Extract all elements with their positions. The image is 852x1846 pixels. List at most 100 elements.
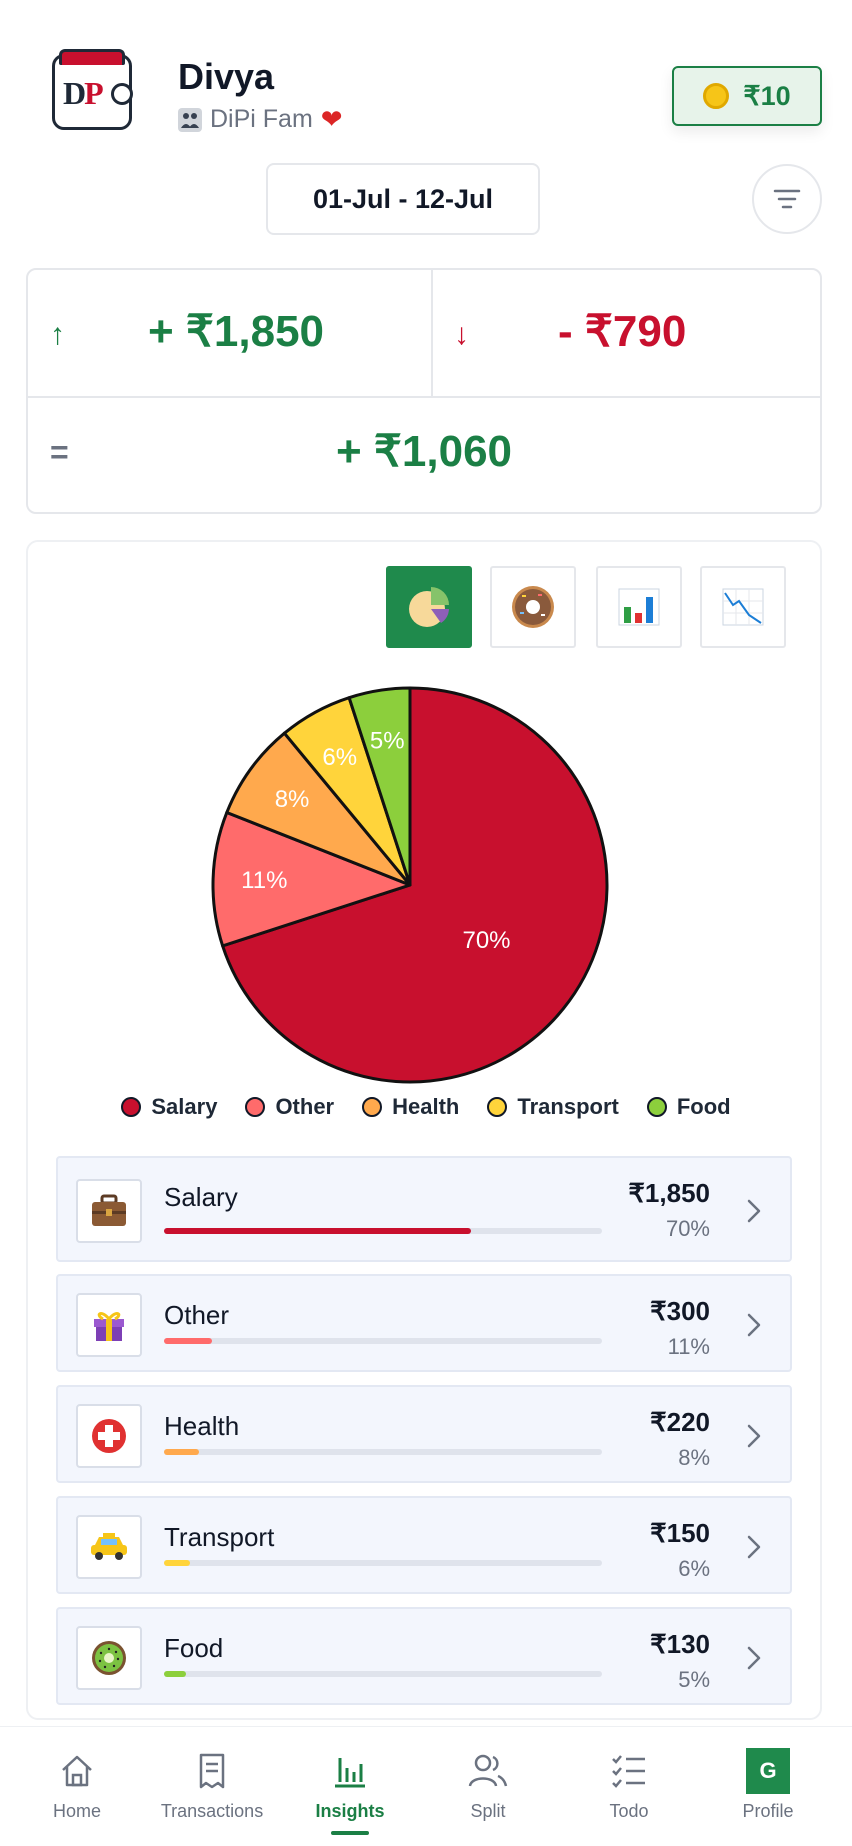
gift-icon — [76, 1293, 142, 1357]
legend-swatch — [245, 1097, 266, 1117]
chevron-right-icon — [747, 1424, 761, 1448]
heart-icon: ❤ — [320, 104, 343, 134]
legend-label: Salary — [151, 1094, 218, 1119]
coins-value: ₹10 — [743, 80, 791, 111]
chevron-right-icon — [747, 1199, 761, 1223]
bar-chart-toggle[interactable] — [596, 566, 682, 648]
nav-insights[interactable]: Insights — [312, 1727, 388, 1846]
category-name: Food — [164, 1633, 224, 1663]
legend-item-food: Food — [646, 1094, 731, 1120]
category-row-transport[interactable]: Transport ₹150 6% — [56, 1496, 792, 1594]
pie-slice-health[interactable] — [225, 731, 412, 887]
chevron-right-icon — [747, 1313, 761, 1337]
category-percent: 8% — [678, 1445, 710, 1470]
donut-chart-toggle[interactable] — [490, 566, 576, 648]
category-percent: 11% — [667, 1334, 710, 1359]
wallet-logo: DP — [52, 49, 133, 130]
pie-label-salary: 70% — [462, 927, 510, 954]
legend-item-salary: Salary — [121, 1094, 217, 1120]
receipt-icon — [190, 1749, 234, 1793]
group-name: DiPi Fam — [210, 105, 313, 133]
line-chart-toggle[interactable] — [700, 566, 786, 648]
pie-slice-food[interactable] — [347, 686, 412, 887]
bar-chart-icon — [618, 588, 660, 626]
arrow-down-icon: ↓ — [454, 318, 469, 351]
home-icon — [55, 1749, 99, 1793]
nav-home[interactable]: Home — [46, 1727, 108, 1846]
legend-swatch — [487, 1097, 508, 1117]
pie-label-other: 11% — [241, 867, 287, 894]
chevron-right-icon — [747, 1646, 761, 1670]
category-name: Salary — [164, 1182, 238, 1212]
category-progress-fill — [164, 1449, 200, 1455]
category-name: Health — [164, 1411, 240, 1441]
legend-swatch — [362, 1097, 383, 1117]
coins-badge[interactable]: ₹10 — [672, 66, 822, 126]
category-amount: ₹220 — [650, 1407, 710, 1437]
category-progress-track — [164, 1560, 602, 1566]
pie-chart-toggle[interactable] — [386, 566, 472, 648]
category-progress-fill — [164, 1228, 471, 1234]
pie-chart-icon — [409, 587, 449, 627]
family-icon — [178, 107, 202, 132]
date-range-selector[interactable]: 01-Jul - 12-Jul — [266, 163, 540, 235]
category-row-salary[interactable]: Salary ₹1,850 70% — [56, 1156, 792, 1262]
income-total: + ₹1,850 — [148, 307, 325, 356]
active-tab-indicator — [331, 1831, 369, 1835]
category-amount: ₹130 — [650, 1629, 710, 1659]
app-header: DP Divya DiPi Fam ❤ ₹10 — [0, 0, 852, 150]
nav-profile[interactable]: G Profile — [738, 1727, 798, 1846]
equals-icon: = — [50, 434, 69, 470]
category-amount: ₹1,850 — [628, 1178, 710, 1208]
pie-label-transport: 6% — [322, 744, 357, 771]
category-progress-track — [164, 1449, 602, 1455]
profile-avatar: G — [746, 1748, 790, 1794]
category-row-other[interactable]: Other ₹300 11% — [56, 1274, 792, 1372]
checklist-icon — [607, 1749, 651, 1793]
chevron-right-icon — [747, 1535, 761, 1559]
nav-transactions[interactable]: Transactions — [156, 1727, 268, 1846]
kiwi-icon — [76, 1626, 142, 1690]
nav-todo[interactable]: Todo — [604, 1727, 654, 1846]
legend-label: Food — [676, 1094, 731, 1119]
category-percent: 6% — [678, 1556, 710, 1581]
legend-label: Transport — [517, 1094, 619, 1119]
category-percent: 70% — [665, 1216, 710, 1241]
pie-slice-other[interactable] — [211, 810, 412, 948]
user-name: Divya — [178, 56, 275, 97]
users-icon — [466, 1749, 510, 1793]
legend-item-health: Health — [362, 1094, 459, 1120]
legend-swatch — [646, 1097, 667, 1117]
category-row-health[interactable]: Health ₹220 8% — [56, 1385, 792, 1483]
taxi-icon — [76, 1515, 142, 1579]
filter-icon — [773, 189, 801, 209]
category-amount: ₹300 — [650, 1296, 710, 1326]
expense-total: - ₹790 — [558, 307, 687, 356]
filter-button[interactable] — [752, 164, 822, 234]
nav-split[interactable]: Split — [462, 1727, 514, 1846]
legend-label: Health — [392, 1094, 460, 1119]
category-name: Other — [164, 1300, 230, 1330]
line-chart-icon — [722, 588, 764, 626]
category-amount: ₹150 — [650, 1518, 710, 1548]
legend-swatch — [121, 1097, 142, 1117]
category-name: Transport — [164, 1522, 275, 1552]
pie-label-health: 8% — [275, 786, 310, 813]
group-selector[interactable]: DiPi Fam ❤ — [178, 104, 343, 135]
pie-slice-salary[interactable] — [221, 686, 609, 1084]
category-progress-track — [164, 1338, 602, 1344]
legend-label: Other — [275, 1094, 335, 1119]
summary-card: ↑ + ₹1,850 ↓ - ₹790 = + ₹1,060 — [26, 268, 822, 514]
category-pie-chart: 70% 11% 8% 6% 5% — [211, 686, 609, 1084]
pie-label-food: 5% — [370, 728, 405, 755]
category-progress-track — [164, 1671, 602, 1677]
category-row-food[interactable]: Food ₹130 5% — [56, 1607, 792, 1705]
net-total: + ₹1,060 — [335, 427, 513, 476]
category-progress-track — [164, 1228, 602, 1234]
briefcase-icon — [76, 1179, 142, 1243]
category-percent: 5% — [678, 1667, 710, 1692]
chart-legend: Salary Other Health Transport Food — [0, 1094, 852, 1120]
insights-chart-icon — [328, 1749, 372, 1793]
legend-item-other: Other — [245, 1094, 334, 1120]
legend-item-transport: Transport — [487, 1094, 619, 1120]
